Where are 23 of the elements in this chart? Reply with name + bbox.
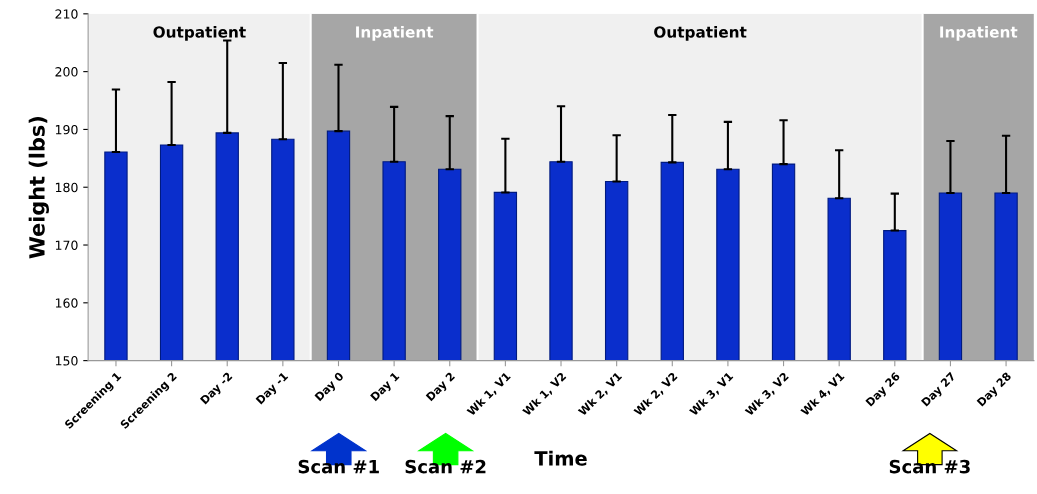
text: Scan #1 — [298, 459, 379, 474]
y-tick-label: 150 — [55, 356, 78, 366]
x-tick-label: Wk 2, V1 — [577, 371, 624, 418]
y-tick-label: 210 — [55, 9, 78, 19]
band-label: Inpatient — [356, 25, 434, 41]
text: Scan #2 — [405, 459, 486, 474]
y-tick-label: 190 — [55, 124, 78, 135]
band-label: Outpatient — [153, 25, 246, 41]
x-tick-label: Wk 1, V1 — [466, 371, 512, 418]
x-tick-label: Wk 1, V2 — [521, 371, 568, 418]
y-axis-title: Weight (lbs) — [28, 117, 50, 259]
x-tick-label: Wk 4, V1 — [800, 371, 846, 418]
x-tick-label: Wk 3, V2 — [744, 371, 790, 418]
y-tick-label: 160 — [55, 298, 78, 308]
y-tick-label: 200 — [55, 67, 78, 77]
x-axis-title: Time — [534, 450, 587, 466]
y-tick-label: 180 — [55, 182, 78, 193]
y-tick-label: 170 — [55, 240, 78, 250]
band-label: Inpatient — [940, 25, 1018, 41]
x-tick-label: Wk 3, V1 — [688, 371, 735, 418]
x-tick-label: Wk 2, V2 — [633, 371, 679, 418]
text: Scan #3 — [889, 459, 970, 474]
band-label: Outpatient — [654, 25, 747, 41]
